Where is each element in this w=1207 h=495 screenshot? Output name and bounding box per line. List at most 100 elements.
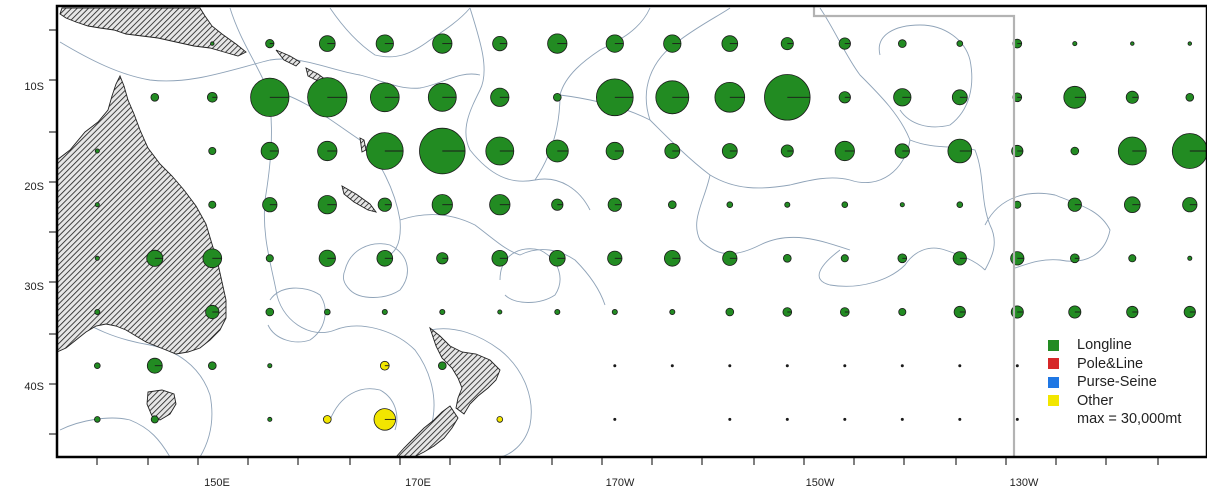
catch-circle-longline — [552, 93, 562, 102]
eez-boundary — [267, 287, 326, 343]
trace-catch-dot — [900, 417, 904, 421]
purse-seine-swatch-icon — [1048, 376, 1059, 388]
catch-circle-longline — [1072, 41, 1078, 47]
trace-catch-dot — [1015, 364, 1019, 368]
catch-circle-longline — [323, 308, 331, 316]
eez-boundary — [329, 7, 471, 58]
other-swatch-icon — [1048, 395, 1059, 407]
x-tick-label: 170W — [606, 477, 635, 489]
catch-circle-longline — [840, 254, 849, 263]
eez-boundary — [399, 214, 606, 306]
x-tick-label: 170E — [405, 477, 431, 489]
catch-circle-longline — [956, 40, 964, 47]
catch-circle-longline — [267, 416, 273, 422]
catch-circle-longline — [208, 146, 217, 155]
catch-circle-longline — [210, 41, 215, 46]
trace-catch-dot — [728, 417, 732, 421]
map-frame — [55, 4, 1207, 459]
catch-circle-longline — [782, 253, 792, 263]
catch-circles — [94, 33, 1207, 431]
catch-circle-longline — [1130, 41, 1135, 46]
catch-circle-longline — [726, 201, 734, 209]
legend-max-value: max = 30,000mt — [1077, 411, 1182, 427]
catch-circle-longline — [1171, 133, 1207, 169]
legend-item-longline: Longline — [1046, 336, 1206, 355]
catch-circle-longline — [267, 363, 273, 369]
catch-circle-longline — [94, 416, 101, 423]
eez-boundary — [499, 248, 561, 303]
catch-circle-longline — [94, 308, 101, 315]
land-tasmania — [146, 389, 177, 421]
legend-item-pole-and-line: Pole&Line — [1046, 355, 1206, 374]
catch-circle-longline — [725, 307, 735, 317]
eez-boundary — [429, 328, 532, 457]
catch-circle-longline — [611, 308, 618, 315]
catch-circle-longline — [899, 202, 905, 208]
trace-catch-dot — [958, 364, 962, 368]
catch-circle-longline — [94, 148, 100, 154]
y-tick-label: 30S — [24, 281, 44, 293]
catch-circle-longline — [94, 202, 100, 208]
eez-boundary — [59, 304, 213, 457]
catch-circle-longline — [1070, 146, 1080, 156]
catch-circle-longline — [265, 254, 274, 263]
x-tick-label: 150E — [204, 477, 230, 489]
eez-boundary — [229, 7, 435, 457]
catch-circle-longline — [1187, 41, 1192, 46]
catch-circle-longline — [437, 361, 447, 371]
land-new-zealand-north — [429, 326, 501, 415]
trace-catch-dot — [958, 417, 962, 421]
eez-boundary — [329, 388, 398, 431]
catch-circle-longline — [841, 201, 849, 209]
y-tick-label: 20S — [24, 181, 44, 193]
land-australia — [57, 74, 227, 355]
land-new-caledonia — [341, 185, 378, 213]
trace-catch-dot — [1015, 417, 1019, 421]
legend-item-purse-seine: Purse-Seine — [1046, 373, 1206, 392]
catch-circle-longline — [1187, 255, 1193, 261]
trace-catch-dot — [843, 417, 847, 421]
x-tick-label: 130W — [1010, 477, 1039, 489]
axis-ticks — [49, 29, 1159, 465]
catch-circle-other — [496, 416, 504, 423]
land-solomon-islands — [275, 49, 301, 67]
catch-circle-longline — [1185, 93, 1195, 102]
catch-circle-longline — [554, 308, 561, 315]
catch-circle-longline — [898, 307, 907, 316]
catch-circle-longline — [381, 308, 388, 315]
land-vanuatu — [359, 137, 367, 153]
catch-circle-longline — [897, 39, 907, 48]
eez-boundary — [342, 243, 408, 298]
trace-catch-dot — [613, 364, 617, 368]
catch-circle-longline — [208, 200, 217, 209]
legend-item-other: Other — [1046, 392, 1206, 411]
map-plot-area — [57, 7, 1207, 457]
eez-boundary — [878, 24, 973, 128]
legend-label: Other — [1077, 392, 1114, 409]
pole-and-line-swatch-icon — [1048, 358, 1059, 370]
trace-catch-dot — [843, 364, 847, 368]
eez-boundary — [465, 7, 591, 211]
eez-boundary — [59, 417, 171, 457]
legend-label: Purse-Seine — [1077, 374, 1157, 390]
convention-area-boundary — [812, 6, 1016, 457]
y-tick-label: 10S — [24, 81, 44, 93]
land-masses — [57, 7, 513, 457]
trace-catch-dot — [670, 364, 674, 368]
x-tick-label: 150W — [806, 477, 835, 489]
eez-boundary — [534, 7, 651, 181]
land-new-zealand-south — [395, 405, 459, 457]
catch-circle-longline — [94, 362, 101, 370]
trace-catch-dot — [728, 364, 732, 368]
eez-boundary — [909, 139, 995, 271]
legend-label: Longline — [1077, 337, 1132, 353]
trace-catch-dot — [785, 364, 789, 368]
catch-circle-longline — [150, 93, 160, 102]
catch-circle-longline — [1128, 254, 1137, 263]
catch-circle-longline — [265, 307, 275, 317]
trace-catch-dot — [900, 364, 904, 368]
eez-boundary — [984, 192, 1111, 269]
catch-circle-longline — [208, 361, 217, 371]
land-new-guinea — [59, 7, 247, 57]
